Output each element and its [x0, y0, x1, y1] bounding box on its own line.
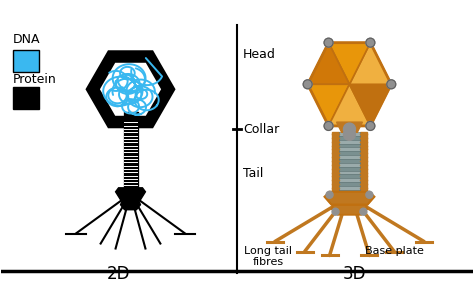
Polygon shape	[328, 84, 370, 126]
Text: Head: Head	[243, 48, 276, 61]
FancyBboxPatch shape	[338, 132, 360, 136]
Text: Long tail
fibres: Long tail fibres	[244, 245, 292, 267]
FancyBboxPatch shape	[338, 167, 360, 171]
Text: 3D: 3D	[343, 265, 366, 283]
Polygon shape	[93, 56, 168, 122]
FancyBboxPatch shape	[338, 155, 360, 159]
Circle shape	[366, 121, 375, 131]
FancyBboxPatch shape	[13, 51, 39, 72]
Circle shape	[387, 80, 396, 89]
FancyBboxPatch shape	[338, 190, 360, 194]
FancyBboxPatch shape	[13, 87, 39, 109]
Circle shape	[344, 123, 356, 135]
Polygon shape	[325, 192, 374, 205]
FancyBboxPatch shape	[338, 159, 360, 163]
Text: Base plate: Base plate	[365, 245, 424, 255]
FancyBboxPatch shape	[338, 148, 360, 151]
Polygon shape	[116, 188, 146, 200]
Circle shape	[332, 208, 339, 215]
Circle shape	[326, 191, 333, 198]
Text: 2D: 2D	[107, 265, 130, 283]
Polygon shape	[328, 43, 370, 84]
Text: Protein: Protein	[13, 73, 57, 86]
FancyBboxPatch shape	[338, 175, 360, 178]
Circle shape	[360, 208, 367, 215]
Polygon shape	[308, 43, 349, 84]
Polygon shape	[341, 126, 357, 132]
Polygon shape	[331, 132, 338, 194]
Polygon shape	[331, 205, 367, 215]
FancyBboxPatch shape	[338, 178, 360, 182]
Polygon shape	[349, 84, 391, 126]
Circle shape	[324, 38, 333, 47]
Circle shape	[344, 128, 356, 140]
Polygon shape	[360, 132, 367, 194]
Circle shape	[324, 121, 333, 131]
FancyBboxPatch shape	[338, 163, 360, 167]
Polygon shape	[349, 43, 391, 126]
Circle shape	[366, 191, 373, 198]
FancyBboxPatch shape	[338, 182, 360, 186]
Text: Collar: Collar	[243, 123, 279, 136]
FancyBboxPatch shape	[338, 171, 360, 175]
FancyBboxPatch shape	[338, 151, 360, 155]
FancyBboxPatch shape	[338, 140, 360, 144]
Polygon shape	[337, 122, 363, 132]
FancyBboxPatch shape	[338, 144, 360, 148]
Text: DNA: DNA	[13, 34, 41, 46]
FancyBboxPatch shape	[338, 136, 360, 140]
Polygon shape	[308, 84, 349, 126]
Circle shape	[303, 80, 312, 89]
Circle shape	[366, 38, 375, 47]
Polygon shape	[120, 200, 140, 210]
FancyBboxPatch shape	[338, 186, 360, 190]
Text: Tail: Tail	[243, 167, 264, 181]
